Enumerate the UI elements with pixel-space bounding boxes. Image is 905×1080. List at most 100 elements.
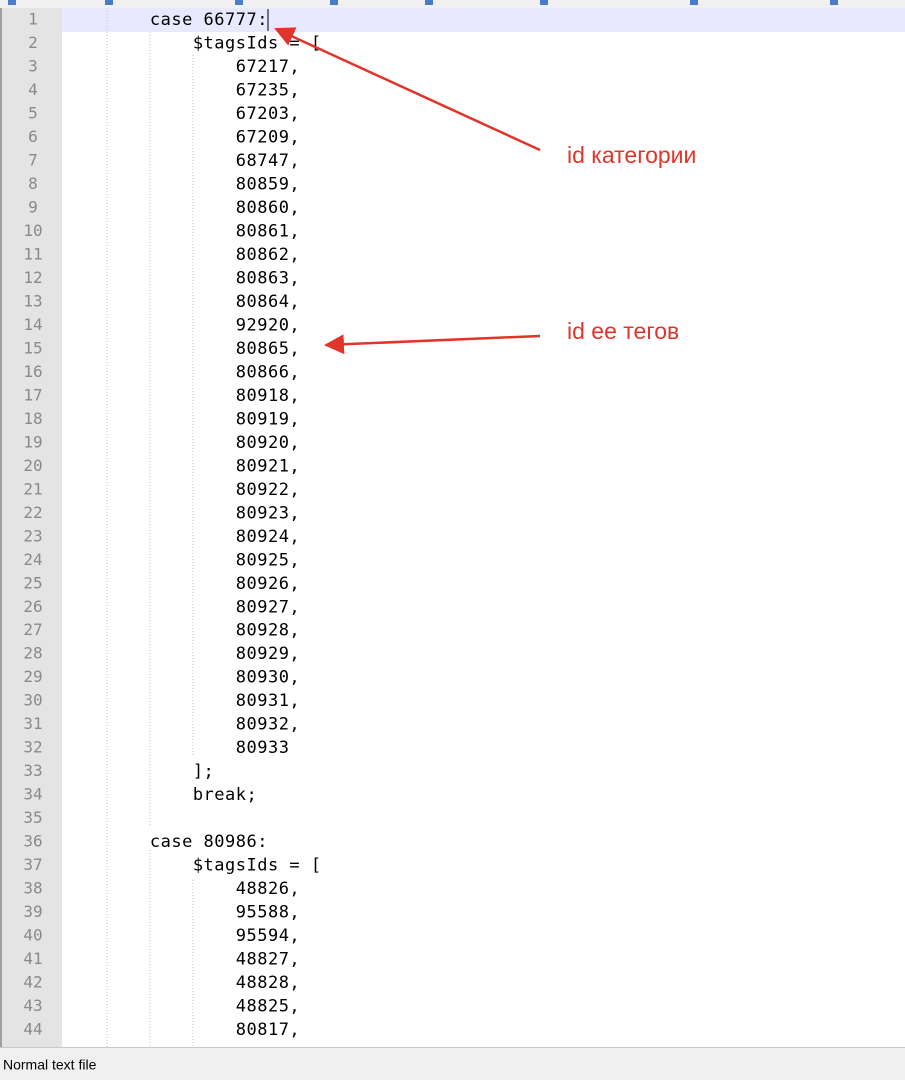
code-line: 67203, <box>64 104 300 124</box>
code-line: 95594, <box>64 926 300 946</box>
line-number: 40 <box>23 926 42 945</box>
line-number: 12 <box>23 268 42 287</box>
code-line: 67217, <box>64 57 300 77</box>
code-line: 48826, <box>64 879 300 899</box>
code-line: 80861, <box>64 221 300 241</box>
line-number: 38 <box>23 879 42 898</box>
line-number: 22 <box>23 503 42 522</box>
line-number: 37 <box>23 855 42 874</box>
line-number: 3 <box>28 56 38 75</box>
line-number: 31 <box>23 714 42 733</box>
line-number: 9 <box>28 197 38 216</box>
code-line: 48827, <box>64 950 300 970</box>
line-number: 32 <box>23 738 42 757</box>
line-number: 7 <box>28 150 38 169</box>
line-number: 30 <box>23 691 42 710</box>
line-number: 1 <box>28 10 38 29</box>
status-bar <box>0 1047 905 1080</box>
code-line: 48828, <box>64 973 300 993</box>
line-number: 36 <box>23 832 42 851</box>
code-line: 80933 <box>64 738 289 758</box>
code-line: 48825, <box>64 997 300 1017</box>
code-line: 80864, <box>64 292 300 312</box>
code-line: 80920, <box>64 433 300 453</box>
line-number: 33 <box>23 761 42 780</box>
line-number: 14 <box>23 315 42 334</box>
line-number: 11 <box>23 244 42 263</box>
code-line: 80862, <box>64 245 300 265</box>
code-line: 80926, <box>64 574 300 594</box>
code-line: 80863, <box>64 268 300 288</box>
code-line: 80919, <box>64 409 300 429</box>
code-line: 80817, <box>64 1020 300 1040</box>
line-number: 17 <box>23 385 42 404</box>
code-line: 80930, <box>64 668 300 688</box>
code-line: 80924, <box>64 527 300 547</box>
line-number: 39 <box>23 902 42 921</box>
line-number: 42 <box>23 973 42 992</box>
line-number: 16 <box>23 362 42 381</box>
line-number: 20 <box>23 456 42 475</box>
code-line: 80932, <box>64 715 300 735</box>
code-lines: 1 case 66777:2 $tagsIds = [3 67217,4 672… <box>23 10 321 1041</box>
line-number: 18 <box>23 409 42 428</box>
annotation: id ее тегов <box>567 318 679 344</box>
line-number: 19 <box>23 432 42 451</box>
code-line: 80927, <box>64 597 300 617</box>
line-number: 27 <box>23 620 42 639</box>
status-file-type: Normal text file <box>3 1057 97 1073</box>
annotation: id категории <box>567 142 696 168</box>
line-number: 25 <box>23 573 42 592</box>
code-line: break; <box>64 785 257 805</box>
code-line: 80929, <box>64 644 300 664</box>
line-number: 26 <box>23 597 42 616</box>
code-line: 80931, <box>64 691 300 711</box>
annotation-arrow <box>324 334 541 355</box>
line-number: 5 <box>28 103 38 122</box>
line-number: 44 <box>23 1020 42 1039</box>
code-line: 80925, <box>64 550 300 570</box>
code-line: 80918, <box>64 386 300 406</box>
text-area[interactable] <box>0 8 905 1047</box>
indent-guides <box>106 8 194 1047</box>
toolbar-icons <box>8 0 838 5</box>
gutter-border <box>0 8 2 1047</box>
line-number: 10 <box>23 221 42 240</box>
code-line: 68747, <box>64 151 300 171</box>
code-line: 80922, <box>64 480 300 500</box>
code-line: 80921, <box>64 456 300 476</box>
code-line: 95588, <box>64 903 300 923</box>
code-line: 67235, <box>64 80 300 100</box>
line-number: 8 <box>28 174 38 193</box>
code-line: 80866, <box>64 362 300 382</box>
code-line: 80928, <box>64 621 300 641</box>
code-line: $tagsIds = [ <box>64 856 322 876</box>
code-line: 67209, <box>64 127 300 147</box>
line-number: 34 <box>23 785 42 804</box>
code-line: $tagsIds = [ <box>64 33 322 53</box>
code-line: 80860, <box>64 198 300 218</box>
code-line: case 80986: <box>64 832 268 852</box>
line-number: 21 <box>23 479 42 498</box>
code-line: ]; <box>64 762 214 782</box>
line-number: 41 <box>23 949 42 968</box>
current-line-highlight <box>62 8 905 32</box>
line-number-gutter <box>0 8 62 1047</box>
code-line: 80865, <box>64 339 300 359</box>
line-number: 15 <box>23 338 42 357</box>
toolbar <box>0 0 905 8</box>
line-number: 2 <box>28 33 38 52</box>
line-number: 43 <box>23 996 42 1015</box>
line-number: 24 <box>23 550 42 569</box>
line-number: 29 <box>23 667 42 686</box>
annotation-arrow <box>274 27 541 152</box>
line-number: 6 <box>28 127 38 146</box>
line-number: 23 <box>23 526 42 545</box>
line-number: 13 <box>23 291 42 310</box>
line-number: 4 <box>28 80 38 99</box>
code-line: 80923, <box>64 503 300 523</box>
code-line: 92920, <box>64 315 300 335</box>
code-line: 80859, <box>64 174 300 194</box>
